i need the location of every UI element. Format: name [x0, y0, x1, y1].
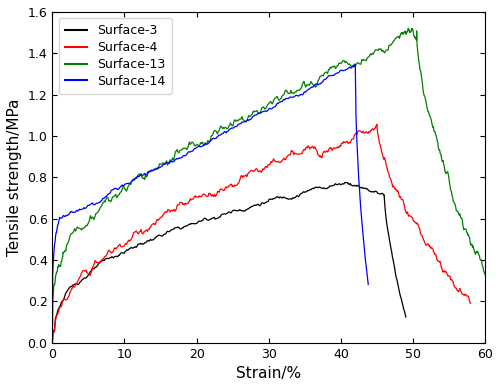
- Legend: Surface-3, Surface-4, Surface-13, Surface-14: Surface-3, Surface-4, Surface-13, Surfac…: [58, 18, 172, 94]
- X-axis label: Strain/%: Strain/%: [236, 366, 302, 381]
- Y-axis label: Tensile strength/MPa: Tensile strength/MPa: [7, 99, 22, 256]
